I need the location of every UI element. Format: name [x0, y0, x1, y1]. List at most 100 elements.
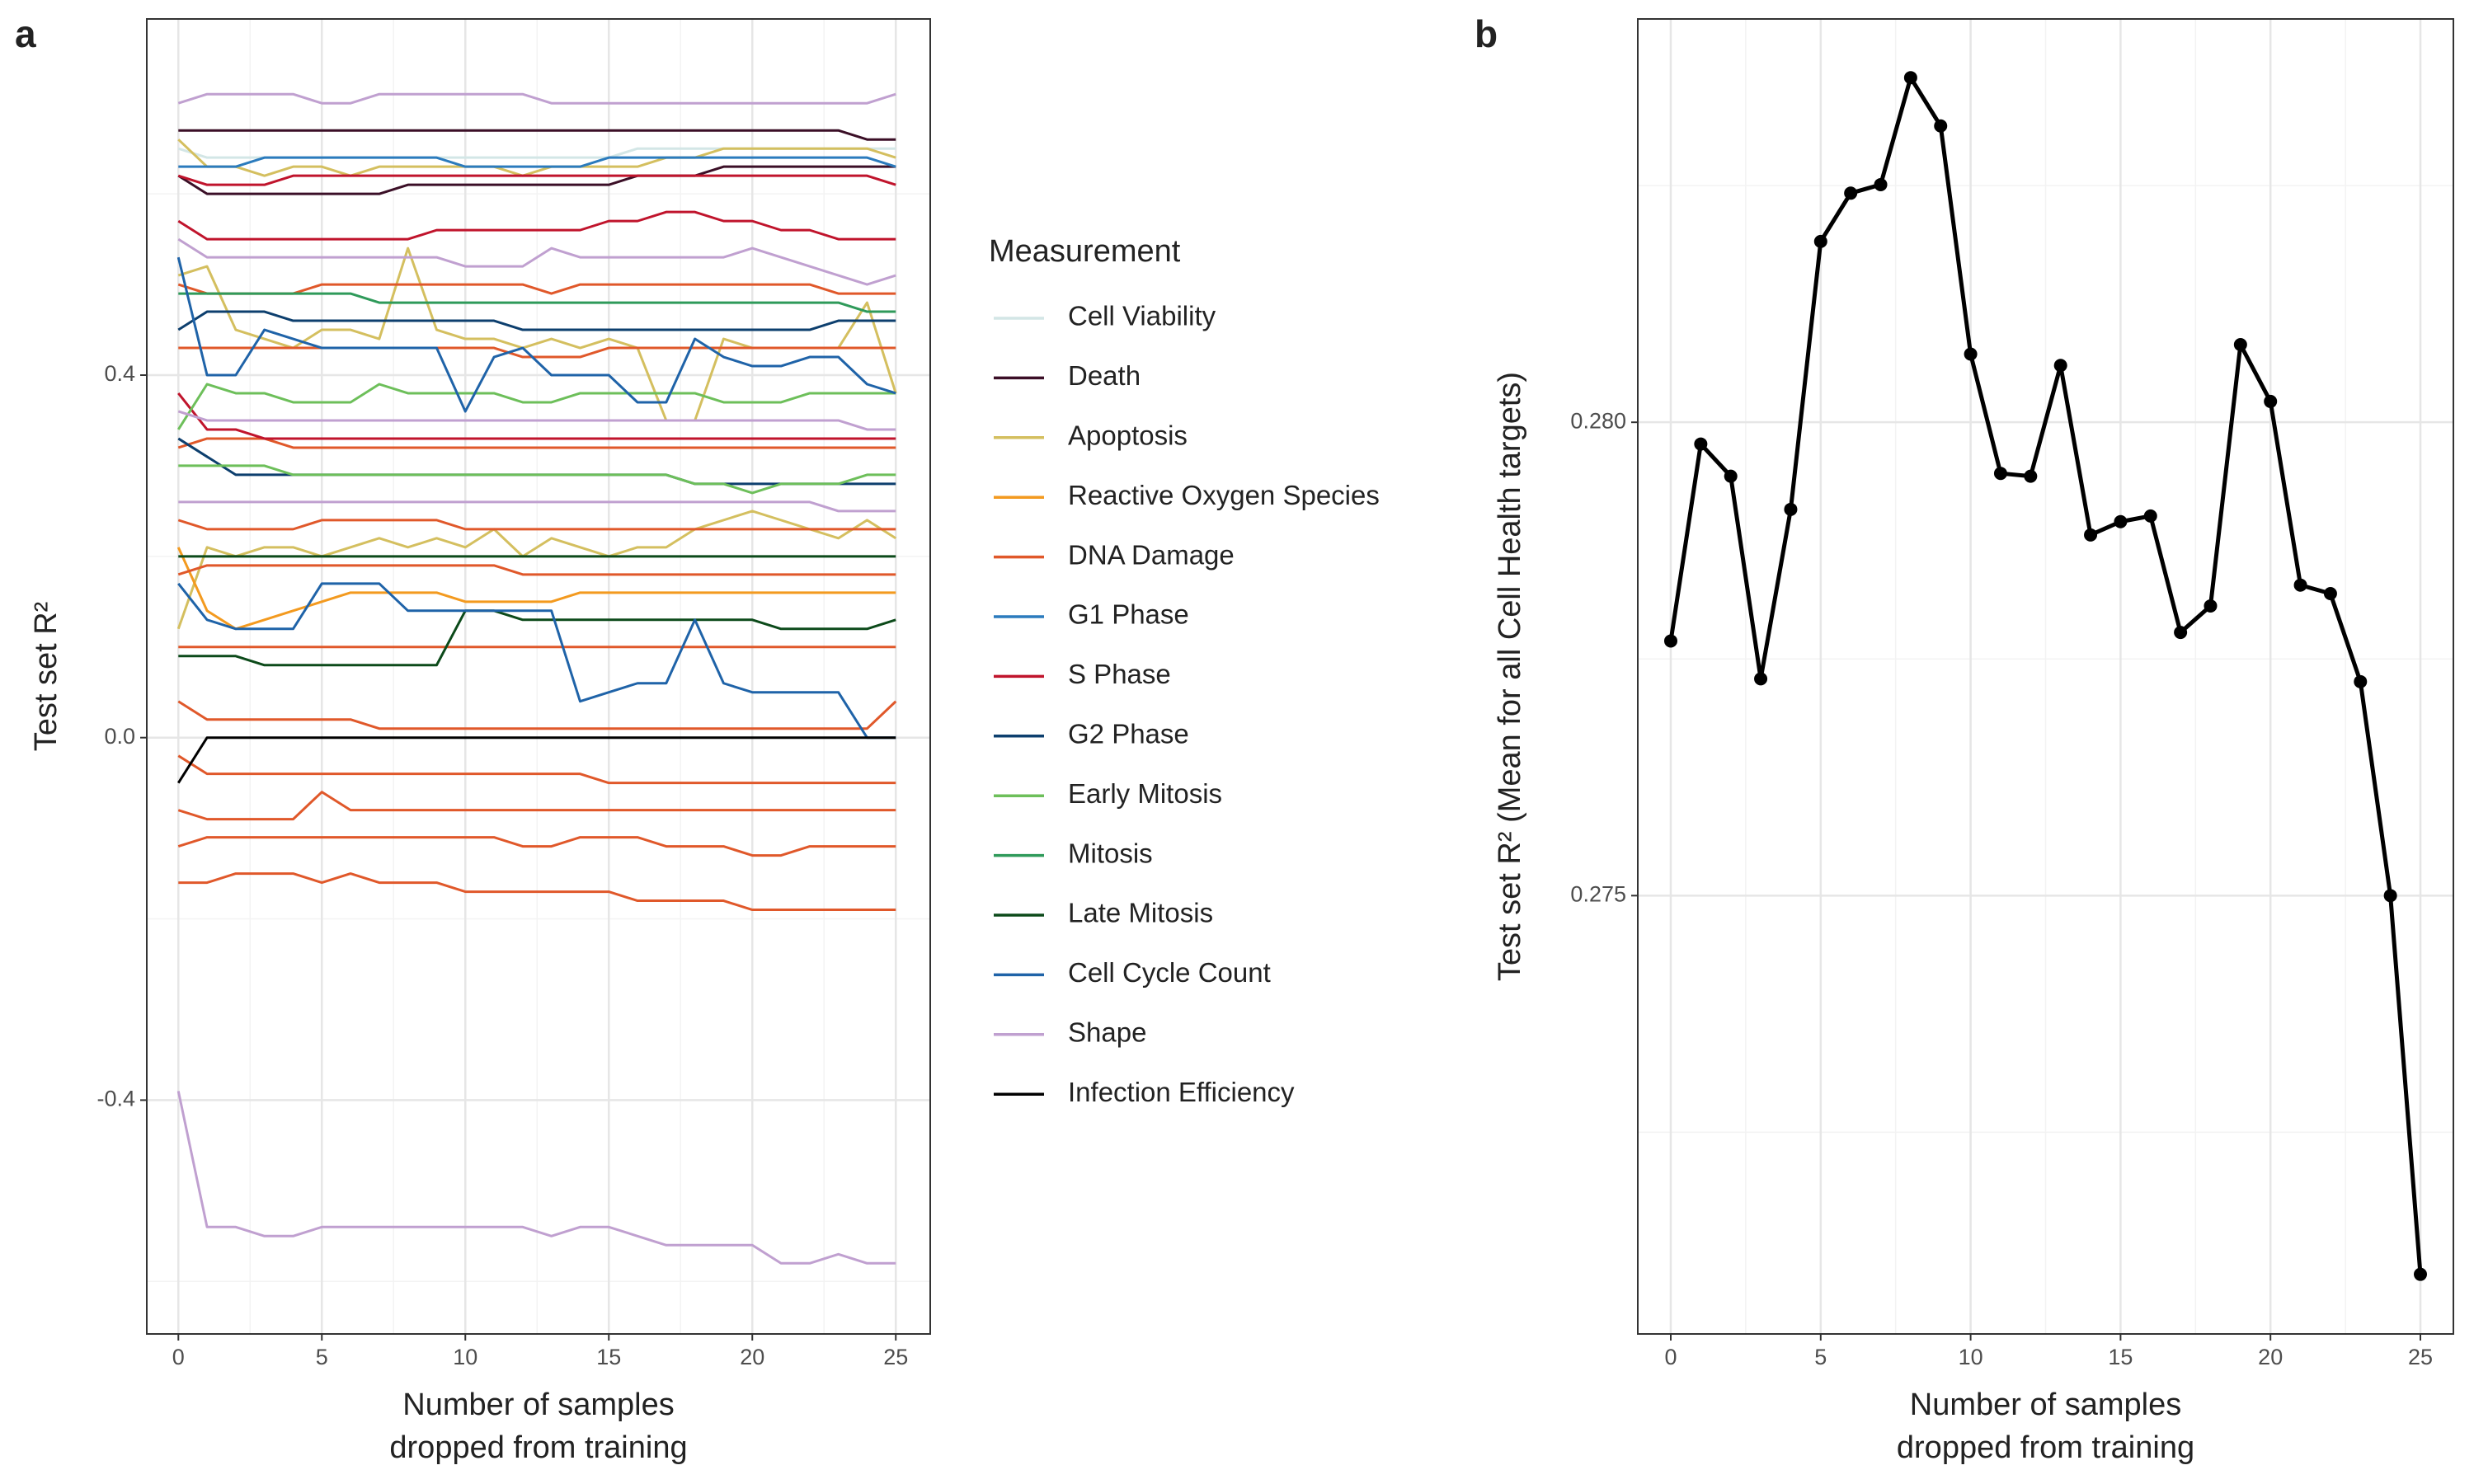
- point: [2174, 626, 2188, 640]
- series-line: [177, 174, 896, 186]
- panel-label: b: [1475, 12, 1498, 55]
- series-line: [177, 791, 896, 821]
- panel-label: a: [15, 12, 36, 55]
- legend-label: Late Mitosis: [1068, 898, 1213, 928]
- legend-label: S Phase: [1068, 659, 1171, 689]
- series-line: [178, 346, 896, 359]
- series-line: [176, 256, 896, 413]
- series-line: [178, 609, 896, 667]
- x-axis-title: Number of samples: [402, 1388, 674, 1422]
- x-tick-label: 10: [453, 1345, 477, 1369]
- series-line: [177, 836, 896, 857]
- legend-label: Infection Efficiency: [1068, 1077, 1295, 1107]
- point: [2053, 359, 2067, 373]
- series-line: [177, 754, 896, 785]
- point: [2114, 514, 2128, 528]
- plot-border: [1637, 18, 2454, 1335]
- y-axis-title: Test set R²: [29, 602, 63, 752]
- series-line: [177, 92, 896, 105]
- legend-label: Shape: [1068, 1017, 1146, 1048]
- series-line: [178, 464, 896, 495]
- point: [1784, 502, 1798, 516]
- series-line: [177, 383, 896, 430]
- point: [2383, 889, 2397, 903]
- point: [1694, 437, 1708, 451]
- plot-border: [146, 18, 931, 1335]
- legend-label: Reactive Oxygen Species: [1068, 480, 1380, 510]
- legend-label: DNA Damage: [1068, 539, 1235, 570]
- y-tick-label: 0.275: [1570, 881, 1626, 906]
- series-line: [177, 210, 896, 241]
- legend-label: G1 Phase: [1068, 599, 1189, 630]
- series-line: [177, 410, 896, 431]
- x-tick-label: 25: [883, 1345, 908, 1369]
- series-group: [1663, 71, 2428, 1281]
- series-line: [177, 392, 896, 440]
- series-line: [177, 519, 896, 531]
- x-tick-label: 25: [2408, 1345, 2433, 1369]
- series-line: [177, 437, 896, 449]
- x-tick-label: 0: [1664, 1345, 1677, 1369]
- legend-label: Cell Viability: [1068, 301, 1216, 331]
- x-tick-label: 5: [316, 1345, 328, 1369]
- y-tick-label: -0.4: [96, 1087, 135, 1111]
- legend-title: Measurement: [989, 234, 1181, 269]
- series-line: [178, 129, 896, 141]
- point: [1813, 234, 1827, 248]
- legend-label: Death: [1068, 360, 1141, 391]
- series-line: [177, 310, 896, 331]
- x-axis-title: dropped from training: [389, 1430, 687, 1465]
- series-line: [177, 283, 896, 295]
- series-line: [178, 500, 896, 513]
- point: [1874, 177, 1888, 191]
- legend-label: Apoptosis: [1068, 420, 1188, 451]
- legend-label: Mitosis: [1068, 838, 1153, 868]
- point: [1934, 119, 1948, 133]
- point: [1993, 467, 2007, 481]
- x-tick-label: 0: [172, 1345, 185, 1369]
- series-line: [177, 564, 896, 576]
- point: [2024, 469, 2038, 483]
- series-line: [177, 237, 896, 286]
- point: [2233, 338, 2247, 352]
- series-line: [176, 510, 897, 630]
- series-line: [178, 292, 896, 313]
- legend-label: Early Mitosis: [1068, 778, 1222, 809]
- series-line: [1668, 75, 2423, 1275]
- x-axis-title: dropped from training: [1897, 1430, 2194, 1465]
- y-tick-label: 0.280: [1570, 408, 1626, 433]
- y-axis-title: Test set R² (Mean for all Cell Health ta…: [1493, 372, 1527, 981]
- point: [2293, 578, 2307, 592]
- x-axis-title: Number of samples: [1910, 1388, 2181, 1422]
- plot-background: [147, 19, 930, 1334]
- y-tick-label: 0.0: [104, 724, 135, 749]
- y-tick-label: 0.4: [104, 361, 135, 386]
- point: [1754, 672, 1768, 686]
- series-line: [178, 156, 896, 168]
- series-line: [177, 736, 896, 784]
- x-tick-label: 5: [1814, 1345, 1827, 1369]
- series-line: [177, 582, 896, 740]
- series-line: [178, 872, 896, 912]
- point: [2143, 509, 2157, 523]
- point: [1964, 347, 1978, 361]
- point: [2084, 528, 2098, 542]
- point: [2323, 587, 2337, 601]
- legend-label: G2 Phase: [1068, 719, 1189, 749]
- point: [2204, 599, 2218, 613]
- legend-label: Cell Cycle Count: [1068, 957, 1271, 988]
- series-line: [176, 1091, 896, 1265]
- point: [1663, 634, 1677, 648]
- x-tick-label: 15: [2108, 1345, 2133, 1369]
- point: [1844, 186, 1858, 200]
- x-tick-label: 20: [740, 1345, 764, 1369]
- point: [1724, 469, 1738, 483]
- series-group: [176, 92, 897, 1265]
- x-tick-label: 15: [596, 1345, 621, 1369]
- point: [2414, 1267, 2428, 1281]
- x-tick-label: 10: [1959, 1345, 1983, 1369]
- series-line: [177, 700, 897, 730]
- point: [2354, 674, 2368, 688]
- x-tick-label: 20: [2258, 1345, 2283, 1369]
